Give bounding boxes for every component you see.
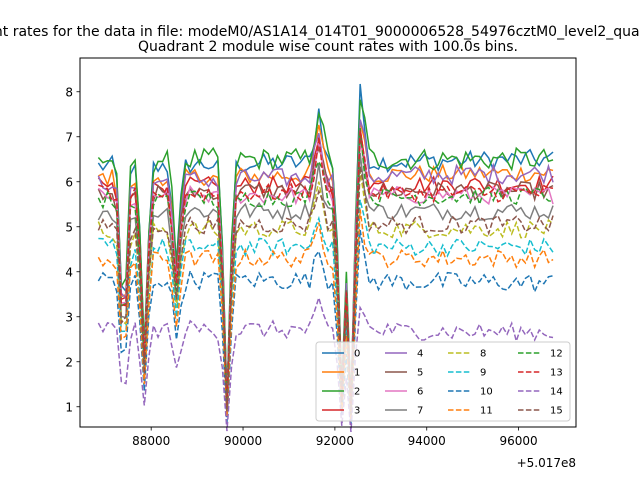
y-tick-label: 8 bbox=[65, 85, 73, 99]
x-tick-label: 90000 bbox=[224, 434, 262, 448]
legend-box bbox=[315, 341, 571, 422]
x-tick-label: 96000 bbox=[499, 434, 537, 448]
legend-label-10: 10 bbox=[480, 387, 493, 398]
legend-label-3: 3 bbox=[354, 406, 360, 417]
y-tick-label: 6 bbox=[65, 175, 73, 189]
series-line-2 bbox=[97, 99, 554, 403]
series-line-15 bbox=[97, 166, 554, 415]
series-line-9 bbox=[98, 199, 554, 418]
plot-frame bbox=[79, 57, 577, 428]
legend-label-0: 0 bbox=[354, 349, 360, 360]
legend-label-15: 15 bbox=[550, 406, 563, 417]
x-axis: 88000 90000 92000 94000 96000 bbox=[132, 427, 538, 448]
x-offset-label: +5.017e8 bbox=[517, 456, 576, 470]
legend-label-7: 7 bbox=[417, 406, 423, 417]
y-tick-label: 4 bbox=[65, 265, 73, 279]
y-tick-label: 5 bbox=[65, 220, 73, 234]
chart-title: Quadrant 2 module wise count rates with … bbox=[138, 39, 518, 55]
figure-suptitle: Plot of count rates for the data in file… bbox=[0, 24, 640, 40]
series-line-10 bbox=[97, 230, 554, 425]
legend-label-11: 11 bbox=[480, 406, 493, 417]
legend-label-9: 9 bbox=[480, 368, 486, 379]
x-tick-label: 94000 bbox=[408, 434, 446, 448]
y-tick-label: 3 bbox=[65, 310, 73, 324]
legend-label-1: 1 bbox=[354, 368, 360, 379]
legend-label-4: 4 bbox=[417, 349, 423, 360]
legend-label-8: 8 bbox=[480, 349, 486, 360]
y-tick-label: 2 bbox=[65, 355, 73, 369]
y-axis: 1 2 3 4 5 6 7 8 bbox=[65, 85, 80, 414]
series-line-14 bbox=[97, 295, 554, 433]
legend-label-2: 2 bbox=[354, 387, 360, 398]
plot-lines bbox=[97, 83, 554, 433]
x-tick-label: 92000 bbox=[316, 434, 354, 448]
series-line-11 bbox=[97, 209, 554, 420]
legend-label-6: 6 bbox=[417, 387, 423, 398]
legend-label-14: 14 bbox=[550, 387, 563, 398]
y-tick-label: 7 bbox=[65, 130, 73, 144]
legend-label-5: 5 bbox=[417, 368, 423, 379]
x-tick-label: 88000 bbox=[132, 434, 170, 448]
y-tick-label: 1 bbox=[65, 400, 73, 414]
legend-label-13: 13 bbox=[550, 368, 563, 379]
legend-label-12: 12 bbox=[550, 349, 563, 360]
